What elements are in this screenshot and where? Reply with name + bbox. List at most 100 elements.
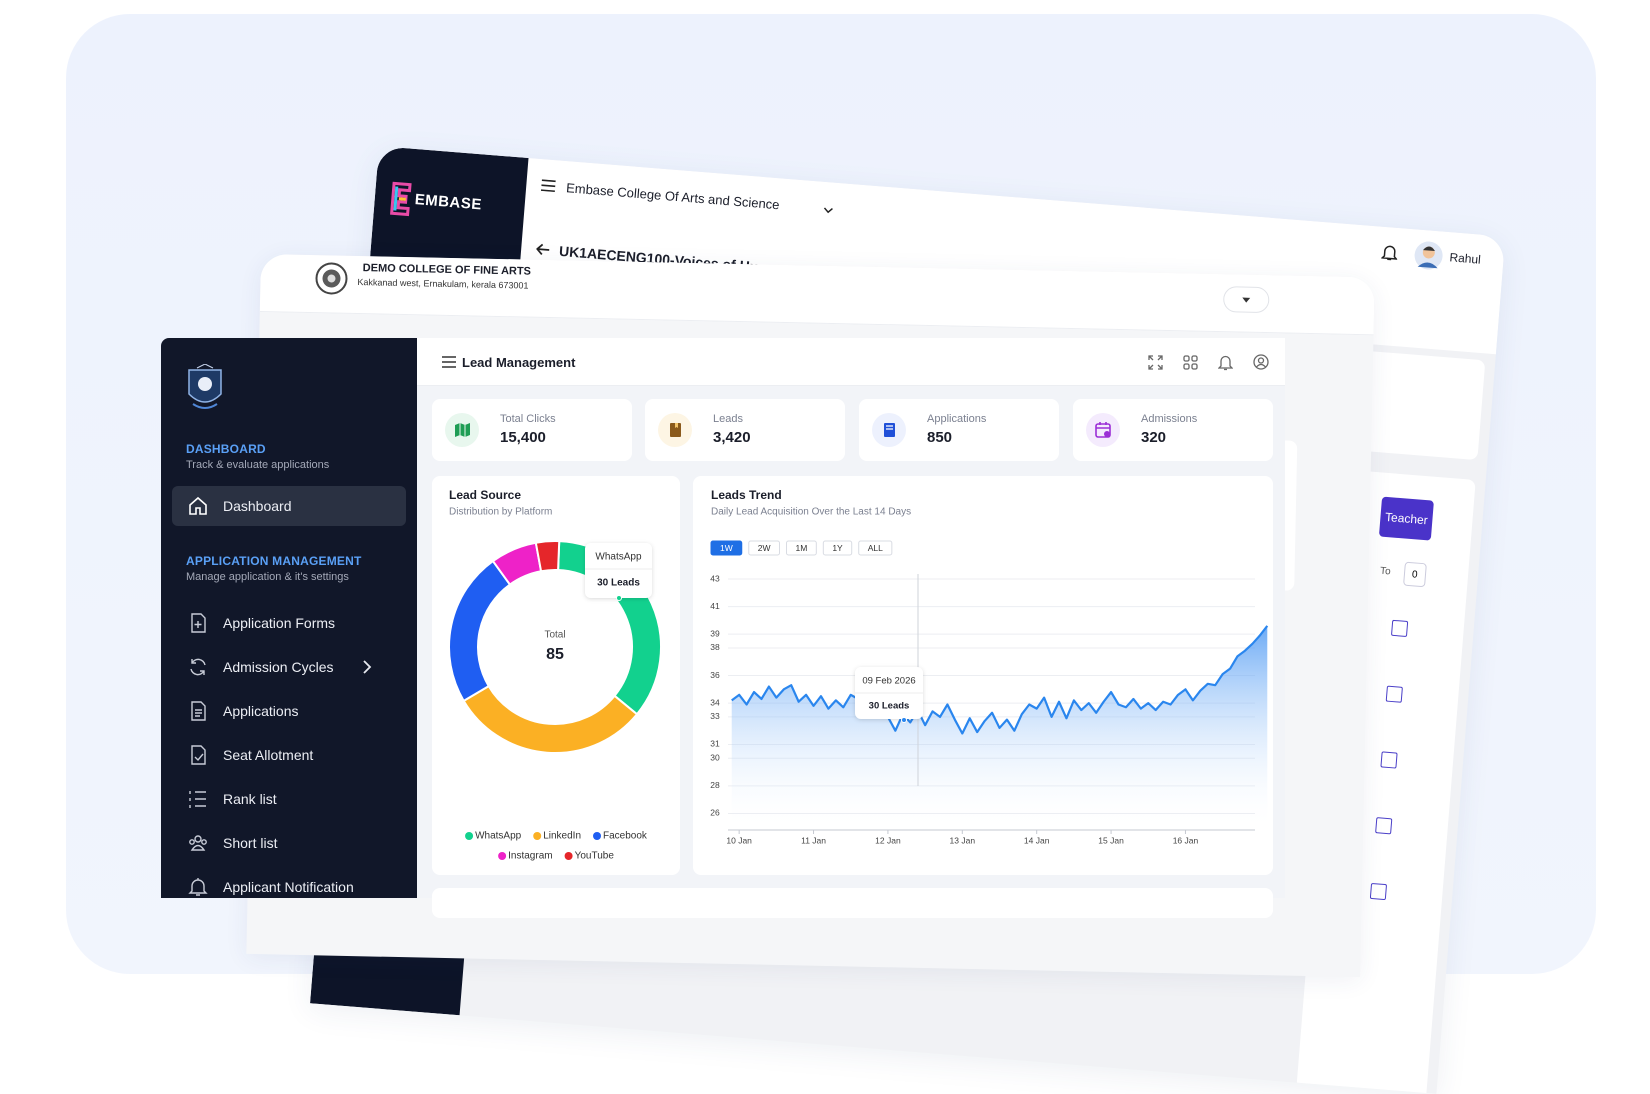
nav-icon	[190, 658, 206, 676]
y-tick-label: 41	[710, 601, 720, 611]
stat-card: Leads 3,420	[645, 399, 845, 461]
legend-item[interactable]: LinkedIn	[533, 831, 581, 842]
legend-swatch	[533, 832, 542, 840]
legend-item[interactable]: Instagram	[498, 851, 553, 862]
tooltip-text: 30 Leads	[869, 701, 910, 712]
stat-icon	[1086, 413, 1120, 447]
x-tick-label: 12 Jan	[875, 835, 901, 845]
checkbox[interactable]	[1385, 685, 1403, 703]
fullscreen-icon[interactable]	[1148, 355, 1163, 370]
x-tick-label: 15 Jan	[1098, 835, 1124, 845]
nav-item[interactable]: Admission Cycles	[172, 647, 406, 687]
back-arrow[interactable]	[535, 243, 551, 256]
side-card	[1357, 350, 1486, 461]
nav-icon	[188, 878, 208, 896]
legend-label: Instagram	[508, 851, 552, 862]
stat-label: Leads	[713, 413, 743, 425]
y-tick-label: 26	[710, 808, 720, 818]
nav-label: Dashboard	[223, 498, 292, 514]
stat-label: Admissions	[1141, 413, 1198, 425]
stat-label: Applications	[927, 413, 987, 425]
checkbox[interactable]	[1375, 817, 1393, 835]
y-tick-label: 36	[710, 670, 720, 680]
nav-label: Application Forms	[223, 615, 336, 631]
section-subtitle: Track & evaluate applications	[186, 459, 330, 471]
pie-slice	[462, 684, 639, 754]
stat-card: Admissions 320	[1073, 399, 1273, 461]
tooltip-text: 30 Leads	[597, 578, 640, 589]
line	[731, 625, 1269, 735]
avatar[interactable]	[1412, 239, 1444, 271]
y-tick-label: 28	[710, 780, 720, 790]
range-button-bg	[748, 540, 780, 556]
nav-item[interactable]: Short list	[172, 823, 406, 863]
teacher-button[interactable]: Teacher	[1378, 496, 1434, 541]
stat-value: 320	[1141, 429, 1167, 446]
bell-icon[interactable]	[1381, 243, 1398, 262]
menu-icon[interactable]	[540, 179, 556, 193]
x-tick-label: 10 Jan	[726, 835, 752, 845]
range-button[interactable]: 1M	[786, 540, 817, 556]
x-tick-label: 11 Jan	[801, 835, 826, 845]
nav-item[interactable]: Seat Allotment	[172, 735, 406, 775]
legend-label: YouTube	[575, 851, 615, 862]
range-button[interactable]: 2W	[748, 540, 780, 556]
back-window: EMBASE Embase College Of Arts and Scienc…	[310, 146, 1506, 1094]
dropdown[interactable]	[1222, 286, 1270, 314]
filter-input[interactable]: 0	[1403, 561, 1427, 588]
chart-title: Lead Source	[449, 488, 521, 502]
leads-trend-panel: Leads Trend Daily Lead Acquisition Over …	[693, 476, 1273, 875]
stat-icon	[445, 413, 479, 447]
page: Lead Management { "back_window": { "bran…	[66, 14, 1596, 1094]
pie-slice	[534, 540, 561, 573]
bell-icon[interactable]	[1218, 354, 1233, 371]
nav-item[interactable]: Applications	[172, 691, 406, 731]
stat-glyph	[884, 423, 895, 437]
range-label: 1W	[720, 543, 733, 553]
legend-swatch	[498, 852, 507, 860]
checkbox[interactable]	[1380, 751, 1398, 769]
stat-label: Total Clicks	[500, 413, 556, 425]
range-button[interactable]: 1W	[710, 540, 743, 556]
range-button[interactable]: 1Y	[822, 540, 853, 556]
nav-icon	[189, 835, 207, 851]
legend-swatch	[564, 852, 573, 860]
menu-icon[interactable]	[442, 356, 456, 368]
nav-chevron	[363, 660, 372, 674]
range-button-bg	[822, 540, 853, 556]
nav-item[interactable]: Applicant Notification	[172, 867, 406, 907]
stat-glyph	[1095, 422, 1111, 438]
nav-icon	[191, 613, 206, 633]
tooltip-dot	[901, 717, 907, 723]
nav-item[interactable]: Rank list	[172, 779, 406, 819]
stat-card: Applications 850	[859, 399, 1059, 461]
profile-icon[interactable]	[1253, 354, 1269, 370]
filter-label: To	[1379, 565, 1392, 578]
x-tick-label: 14 Jan	[1024, 835, 1050, 845]
y-tick-label: 34	[710, 697, 720, 707]
legend-label: WhatsApp	[475, 831, 522, 842]
legend-item[interactable]: YouTube	[564, 851, 615, 862]
page-title: Lead Management	[462, 355, 576, 370]
checkbox[interactable]	[1390, 619, 1409, 638]
y-tick-label: 43	[710, 573, 720, 583]
chart-subtitle: Distribution by Platform	[449, 507, 552, 518]
y-tick-label: 39	[710, 628, 720, 638]
legend-item[interactable]: WhatsApp	[465, 831, 522, 842]
nav-item[interactable]: Application Forms	[172, 603, 406, 643]
nav-item[interactable]: Dashboard	[172, 486, 406, 526]
section-subtitle: Manage application & it's settings	[186, 571, 349, 583]
chart-subtitle: Daily Lead Acquisition Over the Last 14 …	[711, 507, 911, 518]
apps-icon[interactable]	[1183, 355, 1198, 370]
nav-icon	[189, 496, 207, 515]
stat-value: 3,420	[713, 429, 751, 446]
sidebar: DASHBOARD Track & evaluate applications …	[161, 338, 417, 898]
chart-title: Leads Trend	[711, 488, 782, 502]
section-title: APPLICATION MANAGEMENT	[186, 554, 362, 568]
range-button[interactable]: ALL	[858, 540, 893, 556]
stat-icon	[872, 413, 906, 447]
legend-item[interactable]: Facebook	[593, 831, 648, 842]
top-bar: Lead Management	[417, 338, 1285, 386]
legend-swatch	[465, 832, 474, 840]
y-tick-label: 30	[710, 753, 720, 763]
